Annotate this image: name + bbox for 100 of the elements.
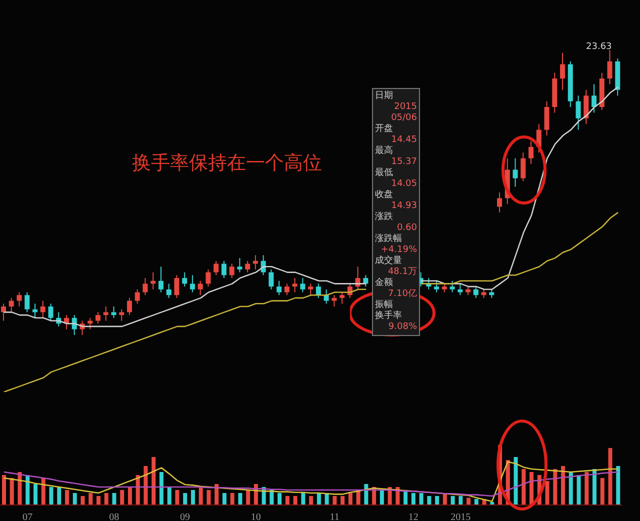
candlestick (1, 303, 6, 322)
candlestick (221, 260, 226, 278)
bar (136, 475, 140, 505)
bar (49, 487, 54, 505)
bar (112, 493, 116, 505)
annotation: 23.63 (586, 42, 612, 52)
bar (332, 496, 337, 505)
candlestick (134, 288, 140, 304)
annotation: 日期 2015 05/06 (375, 91, 417, 124)
candlestick (158, 266, 164, 293)
candlestick (40, 300, 46, 318)
bar (238, 493, 242, 505)
candlestick (300, 278, 306, 293)
bar (616, 466, 620, 505)
annotation: 收盘 14.93 (375, 190, 417, 212)
bar (206, 490, 211, 505)
candlestick (229, 263, 234, 278)
candlestick (308, 283, 314, 296)
candlestick (512, 158, 518, 188)
bar (10, 478, 14, 505)
candlestick (166, 283, 172, 298)
candlestick (332, 294, 337, 307)
x-tick-label: 10 (250, 512, 261, 521)
bar (309, 496, 314, 505)
bar (348, 493, 352, 505)
bar (450, 496, 455, 505)
candlestick (48, 303, 54, 322)
bar (26, 475, 30, 505)
bar (246, 490, 250, 505)
candlestick (198, 280, 203, 296)
annotation: 涨跌 0.60 (375, 212, 417, 234)
candlestick (182, 272, 188, 288)
candlestick (576, 95, 581, 130)
bar (285, 496, 290, 505)
annotation: 振幅 (375, 300, 394, 310)
candlestick (607, 50, 612, 85)
candlestick (245, 260, 250, 273)
candlestick (316, 283, 321, 298)
annotation: 最低 14.05 (375, 168, 417, 190)
candlestick (458, 283, 463, 296)
bar (167, 487, 172, 505)
bar (514, 457, 518, 505)
bar (411, 493, 416, 505)
annotation: 金额 7.10亿 (375, 278, 417, 300)
candlestick (340, 292, 345, 304)
bar (57, 487, 62, 505)
annotation: 换手率 9.08% (375, 311, 417, 333)
bar (88, 493, 93, 505)
bar (553, 469, 558, 505)
candlestick (434, 280, 440, 293)
bar (230, 493, 234, 505)
annotation: 涨跌幅 +4.19% (375, 234, 417, 256)
x-tick-label: 12 (408, 512, 418, 521)
candlestick (111, 306, 116, 318)
candlestick (24, 292, 30, 313)
x-tick-label: 11 (330, 512, 340, 521)
candlestick (560, 52, 566, 90)
bar (190, 490, 195, 505)
bar (80, 496, 85, 505)
candlestick (497, 192, 502, 213)
candlestick (95, 312, 100, 324)
bar (175, 490, 180, 505)
candlestick (119, 308, 124, 322)
bar (316, 493, 321, 505)
bar (340, 496, 345, 505)
annotation: 成交量 48.1万 (375, 256, 417, 278)
bar (128, 487, 132, 505)
candlestick (584, 89, 589, 125)
bar (104, 493, 108, 505)
candlestick (237, 258, 242, 273)
candlestick (252, 254, 258, 270)
bar (427, 496, 432, 505)
x-tick-label: 09 (180, 512, 190, 521)
bar (435, 496, 440, 505)
candlestick (544, 100, 550, 136)
candlestick (190, 274, 195, 293)
bar (120, 490, 124, 505)
annotation: 换手率保持在一个高位 (132, 151, 322, 176)
x-tick-label: 07 (22, 512, 33, 521)
bar (530, 472, 534, 505)
x-tick-label: 08 (109, 512, 120, 521)
bar (2, 475, 6, 505)
bar (152, 457, 156, 505)
bar (545, 481, 550, 505)
bar (561, 466, 566, 505)
annotation: 开盘 14.45 (375, 124, 417, 146)
bar (144, 466, 148, 505)
bar (458, 496, 463, 505)
bar (522, 469, 526, 505)
candlestick (103, 306, 108, 322)
bar (301, 493, 306, 505)
bar (568, 472, 573, 505)
candlestick (16, 292, 22, 307)
x-tick-label: 2015 (450, 512, 471, 521)
candlestick (284, 283, 290, 296)
bar (18, 472, 22, 505)
candlestick (450, 280, 455, 293)
candlestick (276, 280, 282, 296)
candlestick (292, 278, 298, 293)
bar (466, 498, 471, 505)
